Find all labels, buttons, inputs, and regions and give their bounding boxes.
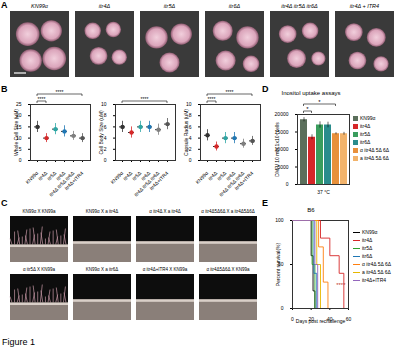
svg-text:Capsule Radius (uM): Capsule Radius (uM): [183, 109, 189, 156]
html-text:KN99α: KN99α: [362, 229, 378, 235]
svg-text:2: 2: [104, 146, 107, 152]
svg-text:itr4Δ: itr4Δ: [206, 169, 219, 182]
svg-text:****: ****: [208, 96, 216, 102]
svg-text:itr4Δ: itr4Δ: [99, 3, 111, 9]
svg-text:itr5Δ: itr5Δ: [130, 169, 143, 182]
svg-text:****: ****: [226, 89, 234, 95]
svg-text:itr4Δ itr5Δ itr6Δ: itr4Δ itr5Δ itr6Δ: [47, 169, 76, 198]
html-text:itr6Δ: itr6Δ: [360, 139, 371, 145]
svg-text:KN99α: KN99α: [24, 169, 40, 186]
html-text:itr4Δ+ITR4: itr4Δ+ITR4: [362, 277, 386, 283]
svg-text:Percent survival(%): Percent survival(%): [275, 243, 281, 287]
html-text:α itr4Δ 5Δ 6Δ: α itr4Δ 5Δ 6Δ: [362, 261, 391, 267]
svg-text:itr4Δ itr5Δ itr6Δ: itr4Δ itr5Δ itr6Δ: [217, 169, 246, 198]
svg-text:60: 60: [346, 316, 352, 322]
svg-text:KN99α X KN99a: KN99α X KN99a: [22, 209, 56, 214]
svg-text:8: 8: [189, 112, 192, 118]
svg-text:B: B: [1, 84, 8, 94]
svg-text:α itr4Δ5Δ6Δ X KN99a: α itr4Δ5Δ6Δ X KN99a: [206, 267, 250, 272]
svg-text:itr4Δ itr5Δ itr6Δ: itr4Δ itr5Δ itr6Δ: [132, 169, 161, 198]
svg-text:C: C: [1, 198, 8, 208]
svg-text:10: 10: [186, 101, 192, 107]
svg-text:0: 0: [281, 305, 284, 311]
svg-text:Cell Body Size (uM): Cell Body Size (uM): [98, 110, 104, 155]
svg-text:itr5Δ: itr5Δ: [45, 169, 58, 182]
svg-text:0: 0: [189, 157, 192, 163]
svg-text:α itr4Δ+ITR4 X KN99a: α itr4Δ+ITR4 X KN99a: [143, 267, 188, 272]
svg-text:0: 0: [104, 157, 107, 163]
svg-text:15000: 15000: [274, 128, 289, 135]
svg-text:6: 6: [104, 124, 107, 130]
html-text:itr5Δ: itr5Δ: [362, 245, 373, 251]
svg-text:10000: 10000: [274, 146, 289, 153]
svg-text:itr6Δ: itr6Δ: [54, 169, 67, 182]
html-text:KN99α: KN99α: [360, 115, 376, 121]
svg-text:100: 100: [275, 217, 284, 223]
svg-text:D: D: [262, 84, 269, 94]
svg-text:itr4Δ + ITR4: itr4Δ + ITR4: [350, 3, 379, 9]
svg-text:Figure 1: Figure 1: [2, 337, 35, 347]
html-text:Inositol uptake assays: Inositol uptake assays: [281, 90, 341, 96]
html-text:itr4Δ: itr4Δ: [362, 237, 373, 243]
svg-text:itr5Δ: itr5Δ: [164, 3, 176, 9]
html-text:itr6Δ: itr6Δ: [362, 253, 373, 259]
html-text:B6: B6: [307, 207, 315, 213]
svg-text:Whole Cell Size (uM): Whole Cell Size (uM): [13, 109, 19, 156]
svg-text:DMP/ 10 min 1x10⁷ cells: DMP/ 10 min 1x10⁷ cells: [274, 122, 280, 177]
svg-text:KN99α: KN99α: [194, 169, 210, 186]
svg-text:****: ****: [141, 96, 149, 102]
html-text:a itr4Δ 5Δ 6Δ: a itr4Δ 5Δ 6Δ: [360, 155, 389, 161]
svg-text:Days post rechallenge: Days post rechallenge: [296, 318, 346, 324]
svg-text:0: 0: [286, 181, 289, 187]
svg-text:****: ****: [56, 89, 64, 95]
svg-text:2: 2: [189, 146, 192, 152]
svg-text:KN99α: KN99α: [109, 169, 125, 186]
svg-text:****: ****: [38, 96, 46, 102]
svg-text:itr4Δ: itr4Δ: [121, 169, 134, 182]
svg-text:KN99α X a itr4Δ: KN99α X a itr4Δ: [86, 209, 118, 214]
svg-text:25: 25: [16, 101, 22, 107]
svg-text:itr4Δ+ITR4: itr4Δ+ITR4: [233, 170, 254, 191]
svg-text:α itr4Δ X a itr4Δ: α itr4Δ X a itr4Δ: [149, 209, 180, 214]
svg-text:itr4Δ: itr4Δ: [36, 169, 49, 182]
svg-text:4: 4: [189, 135, 192, 141]
svg-text:E: E: [262, 198, 268, 208]
svg-text:KN99α: KN99α: [31, 3, 49, 9]
html-text:a itr4Δ 5Δ 6Δ: a itr4Δ 5Δ 6Δ: [362, 269, 391, 275]
svg-text:itr6Δ: itr6Δ: [139, 169, 152, 182]
svg-text:*: *: [306, 106, 309, 112]
svg-text:37 °C: 37 °C: [317, 189, 330, 195]
svg-text:A: A: [1, 0, 8, 10]
svg-text:*: *: [318, 99, 321, 105]
svg-text:0: 0: [19, 157, 22, 163]
svg-text:itr4Δ+ITR4: itr4Δ+ITR4: [148, 170, 169, 191]
html-text:α itr4Δ 5Δ 6Δ: α itr4Δ 5Δ 6Δ: [360, 147, 389, 153]
html-text:itr5Δ: itr5Δ: [360, 131, 371, 137]
svg-text:itr5Δ: itr5Δ: [215, 169, 228, 182]
html-text:itr4Δ: itr4Δ: [360, 123, 371, 129]
svg-text:8: 8: [104, 112, 107, 118]
svg-text:itr6Δ: itr6Δ: [224, 169, 237, 182]
svg-text:α itr4Δ5Δ6Δ X a itr4Δ5Δ6Δ: α itr4Δ5Δ6Δ X a itr4Δ5Δ6Δ: [201, 209, 254, 214]
svg-text:α itr5Δ X KN99a: α itr5Δ X KN99a: [23, 267, 56, 272]
svg-text:****: ****: [336, 282, 346, 288]
svg-text:itr4Δ+ITR4: itr4Δ+ITR4: [63, 170, 84, 191]
svg-text:itr4Δ itr5Δ itr6Δ: itr4Δ itr5Δ itr6Δ: [281, 3, 318, 9]
svg-text:10: 10: [101, 101, 107, 107]
svg-text:20000: 20000: [275, 111, 289, 117]
svg-text:0: 0: [291, 316, 294, 322]
svg-text:5000: 5000: [277, 163, 289, 170]
svg-text:KN99α X a itr6Δ: KN99α X a itr6Δ: [86, 267, 118, 272]
svg-text:5: 5: [19, 146, 22, 152]
svg-text:6: 6: [189, 124, 192, 130]
svg-text:4: 4: [104, 135, 107, 141]
svg-text:itr6Δ: itr6Δ: [229, 3, 241, 9]
